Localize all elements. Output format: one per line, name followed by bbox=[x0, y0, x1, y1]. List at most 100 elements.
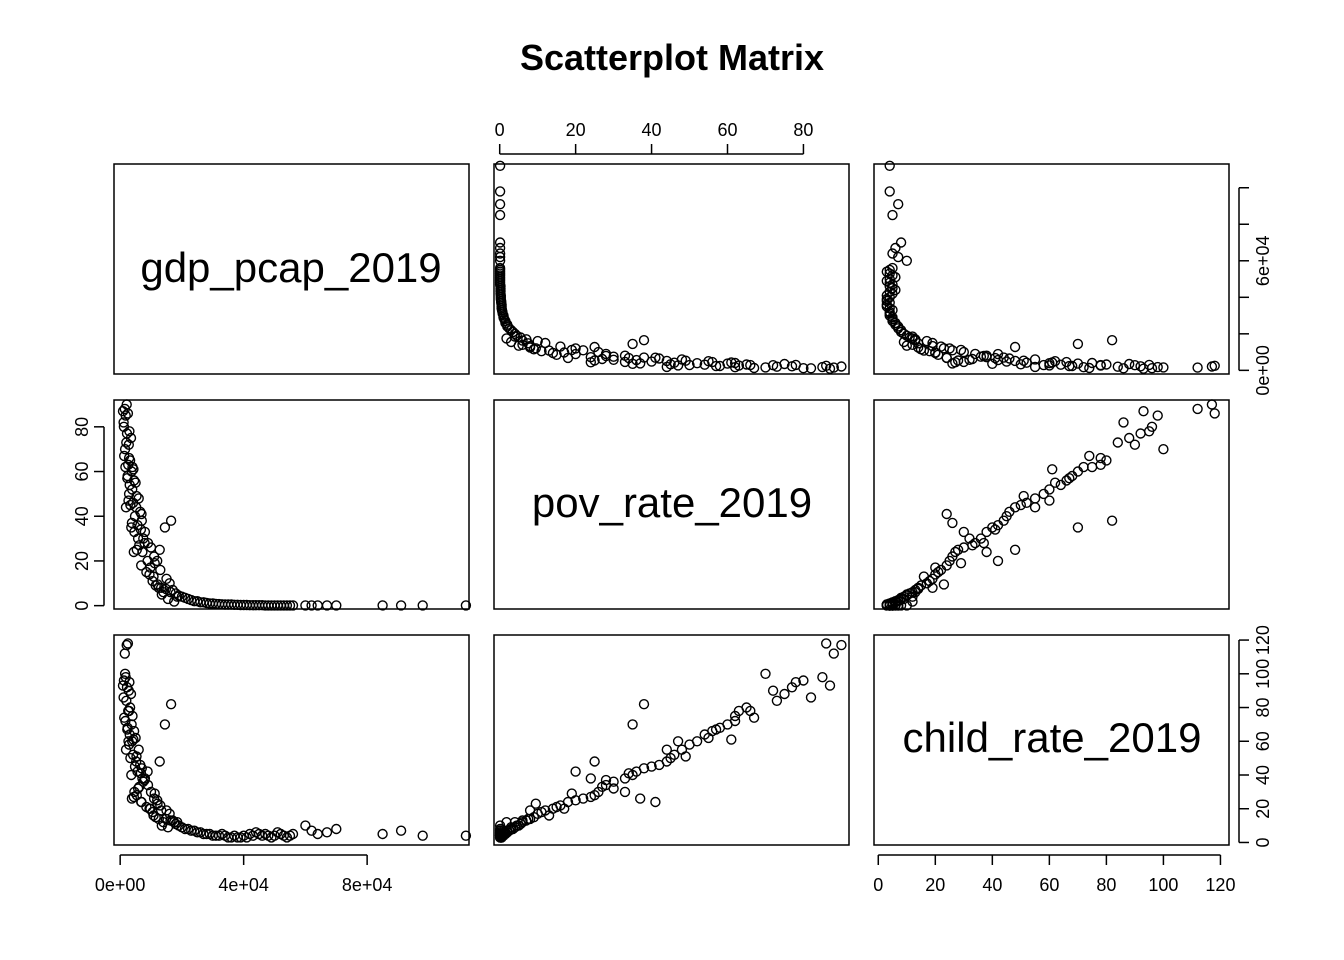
x-tick-label-pov_rate_2019-1: 20 bbox=[566, 120, 586, 140]
point-0-1-121 bbox=[680, 355, 691, 366]
point-2-0-116 bbox=[121, 695, 132, 706]
point-1-0-118 bbox=[117, 406, 129, 417]
point-0-2-6 bbox=[1135, 361, 1146, 372]
point-1-0-95 bbox=[377, 600, 388, 611]
y-tick-label-pov_rate_2019-0: 0 bbox=[72, 601, 92, 611]
point-2-0-27 bbox=[126, 769, 137, 781]
point-1-0-88 bbox=[284, 600, 296, 611]
point-0-1-93 bbox=[494, 242, 506, 254]
point-0-2-3 bbox=[1209, 360, 1220, 371]
point-0-2-27 bbox=[987, 358, 998, 369]
point-0-2-123 bbox=[978, 350, 989, 362]
point-0-2-89 bbox=[887, 262, 898, 274]
point-0-2-79 bbox=[884, 281, 895, 292]
point-1-2-105 bbox=[958, 526, 969, 538]
point-2-0-126 bbox=[155, 805, 167, 816]
point-2-0-17 bbox=[126, 736, 138, 747]
point-1-0-98 bbox=[460, 600, 472, 611]
point-1-2-2 bbox=[1152, 410, 1163, 421]
point-2-0-109 bbox=[148, 810, 159, 821]
x-tick-label-gdp_pcap_2019-1: 4e+04 bbox=[218, 875, 269, 895]
point-1-0-38 bbox=[155, 564, 166, 576]
point-1-0-113 bbox=[122, 473, 133, 484]
point-0-2-32 bbox=[958, 346, 969, 358]
point-2-1-3 bbox=[821, 638, 832, 649]
point-0-1-111 bbox=[672, 360, 684, 371]
point-0-1-6 bbox=[786, 361, 798, 372]
point-1-2-120 bbox=[1046, 464, 1058, 475]
point-1-0-119 bbox=[123, 452, 135, 464]
point-2-0-107 bbox=[136, 796, 147, 808]
point-0-2-90 bbox=[901, 255, 912, 266]
x-tick-label-child_rate_2019-4: 80 bbox=[1096, 875, 1116, 895]
x-tick-label-child_rate_2019-1: 20 bbox=[925, 875, 945, 895]
point-2-1-4 bbox=[798, 675, 809, 686]
point-0-2-111 bbox=[1044, 360, 1055, 371]
x-tick-label-child_rate_2019-3: 60 bbox=[1039, 875, 1059, 895]
point-2-1-98 bbox=[494, 830, 506, 841]
y-tick-label-pov_rate_2019-4: 80 bbox=[72, 417, 92, 437]
point-2-1-124 bbox=[566, 788, 577, 799]
point-1-2-123 bbox=[978, 537, 989, 549]
point-0-1-127 bbox=[523, 338, 534, 349]
point-0-2-105 bbox=[958, 356, 969, 368]
point-1-2-32 bbox=[958, 542, 969, 553]
point-2-1-101 bbox=[589, 756, 600, 767]
point-2-1-123 bbox=[600, 774, 612, 786]
point-0-1-101 bbox=[589, 341, 600, 353]
point-2-0-0 bbox=[119, 648, 131, 659]
point-0-1-103 bbox=[585, 352, 596, 363]
point-0-2-9 bbox=[1158, 362, 1169, 373]
point-0-1-112 bbox=[699, 359, 710, 370]
point-2-1-126 bbox=[524, 805, 536, 816]
panel-1-2 bbox=[873, 399, 1230, 610]
point-2-0-100 bbox=[159, 719, 171, 730]
point-0-2-78 bbox=[887, 283, 898, 294]
point-1-2-102 bbox=[992, 555, 1004, 567]
point-1-2-6 bbox=[1135, 428, 1146, 439]
point-1-2-127 bbox=[913, 583, 924, 595]
point-1-2-16 bbox=[1049, 477, 1061, 488]
point-1-0-87 bbox=[281, 600, 293, 611]
point-1-2-12 bbox=[1086, 461, 1098, 473]
point-0-2-84 bbox=[890, 272, 901, 283]
panel-2-0 bbox=[113, 634, 470, 846]
point-0-2-107 bbox=[941, 352, 952, 363]
point-2-1-2 bbox=[817, 672, 828, 683]
point-0-1-125 bbox=[530, 343, 541, 354]
point-2-1-106 bbox=[635, 793, 646, 804]
point-0-2-104 bbox=[964, 354, 975, 365]
point-1-0-112 bbox=[124, 479, 135, 491]
point-0-2-129 bbox=[907, 331, 918, 342]
point-0-2-93 bbox=[890, 242, 901, 254]
panel-2-2 bbox=[873, 634, 1230, 846]
point-0-1-116 bbox=[771, 361, 783, 372]
point-1-0-3 bbox=[122, 408, 134, 419]
point-2-0-96 bbox=[395, 825, 407, 836]
point-0-1-43 bbox=[532, 335, 543, 347]
point-0-2-91 bbox=[893, 251, 904, 263]
point-2-0-99 bbox=[165, 699, 177, 710]
point-2-0-36 bbox=[151, 795, 163, 806]
point-0-1-12 bbox=[729, 357, 741, 369]
point-1-2-115 bbox=[1084, 450, 1095, 462]
point-0-2-120 bbox=[1046, 357, 1058, 368]
point-1-0-91 bbox=[306, 600, 317, 611]
point-0-2-100 bbox=[1072, 338, 1084, 350]
point-1-0-126 bbox=[155, 582, 167, 593]
point-2-1-0 bbox=[828, 648, 839, 659]
point-2-0-4 bbox=[118, 675, 130, 686]
y-tick-label-child_rate_2019-1: 20 bbox=[1253, 799, 1273, 819]
point-0-1-89 bbox=[494, 262, 506, 274]
point-0-1-107 bbox=[650, 352, 661, 363]
point-2-0-103 bbox=[137, 773, 148, 784]
point-1-2-125 bbox=[938, 579, 950, 590]
panel-0-1 bbox=[493, 163, 850, 375]
point-1-2-104 bbox=[964, 533, 975, 544]
point-1-2-0 bbox=[1192, 403, 1203, 415]
var-label-child: child_rate_2019 bbox=[903, 714, 1202, 761]
point-0-2-92 bbox=[887, 248, 898, 259]
y-tick-label-child_rate_2019-3: 60 bbox=[1253, 731, 1273, 751]
point-1-0-96 bbox=[395, 600, 407, 611]
y-tick-label-child_rate_2019-4: 80 bbox=[1253, 698, 1273, 718]
